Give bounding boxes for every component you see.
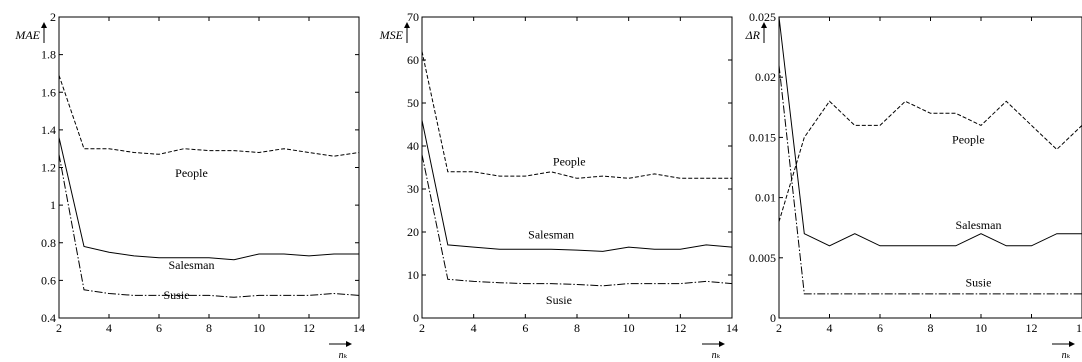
x-tick-label: 10 bbox=[975, 321, 987, 335]
x-tick-label: 10 bbox=[623, 321, 635, 335]
x-tick-label: 2 bbox=[419, 321, 425, 335]
x-tick-label: 4 bbox=[106, 321, 112, 335]
x-tick-label: 14 bbox=[726, 321, 738, 335]
plot-frame bbox=[778, 16, 1082, 319]
y-tick-label: 1.2 bbox=[41, 161, 56, 175]
series-line-salesman bbox=[58, 137, 359, 261]
y-tick-label: 0.025 bbox=[749, 10, 776, 24]
x-axis-label: nₖ bbox=[712, 350, 721, 361]
y-tick-label: 0.01 bbox=[755, 191, 776, 205]
x-tick-label: 2 bbox=[776, 321, 782, 335]
y-tick-label: 2 bbox=[50, 10, 56, 24]
x-tick-label: 6 bbox=[522, 321, 528, 335]
series-label-susie: Susie bbox=[546, 293, 572, 307]
y-axis-arrowhead bbox=[404, 22, 410, 28]
plot-frame bbox=[58, 16, 360, 319]
y-tick-label: 10 bbox=[407, 268, 419, 282]
series-label-salesman: Salesman bbox=[528, 227, 574, 241]
x-axis-label: nₖ bbox=[339, 350, 348, 361]
y-tick-label: 1.4 bbox=[41, 123, 56, 137]
x-tick-label: 8 bbox=[574, 321, 580, 335]
x-axis-arrowhead bbox=[719, 341, 725, 347]
chart-panel-1: 0.4 0.6 0.8 1 1.2 1.4 1.6 1.8 2 2 4 6 8 10 12 14 MAE nₖ Pe… bbox=[14, 10, 365, 361]
series-line-salesman bbox=[778, 16, 1082, 247]
series-label-susie: Susie bbox=[163, 288, 189, 302]
series-label-people: People bbox=[175, 166, 208, 180]
x-tick-label: 12 bbox=[1026, 321, 1038, 335]
x-tick-label: 12 bbox=[303, 321, 315, 335]
x-tick-label: 2 bbox=[56, 321, 62, 335]
x-tick-label: 6 bbox=[877, 321, 883, 335]
y-axis-label: ΔR bbox=[745, 28, 761, 42]
series-line-susie bbox=[778, 65, 1082, 295]
y-tick-label: 1 bbox=[50, 198, 56, 212]
y-tick-label: 0 bbox=[413, 311, 419, 325]
x-axis-arrowhead bbox=[346, 341, 352, 347]
y-tick-label: 1.8 bbox=[41, 48, 56, 62]
y-tick-label: 50 bbox=[407, 96, 419, 110]
series-line-salesman bbox=[421, 120, 733, 252]
series-label-people: People bbox=[952, 132, 985, 146]
x-axis-arrowhead bbox=[1069, 341, 1075, 347]
series-line-people bbox=[58, 75, 360, 157]
series-label-people: People bbox=[553, 154, 586, 168]
y-tick-label: 20 bbox=[407, 225, 419, 239]
y-tick-label: 0.015 bbox=[749, 130, 776, 144]
series-line-susie bbox=[58, 154, 360, 298]
x-tick-label: 8 bbox=[206, 321, 212, 335]
x-tick-label: 1 bbox=[1076, 321, 1082, 335]
y-axis-arrowhead bbox=[41, 22, 47, 28]
y-tick-label: 0.4 bbox=[41, 311, 56, 325]
series-line-susie bbox=[421, 154, 733, 287]
y-tick-label: 0.02 bbox=[755, 70, 776, 84]
y-tick-label: 0 bbox=[770, 311, 776, 325]
y-axis-label: MSE bbox=[379, 28, 404, 42]
series-label-salesman: Salesman bbox=[955, 218, 1001, 232]
x-tick-label: 12 bbox=[674, 321, 686, 335]
x-tick-label: 6 bbox=[156, 321, 162, 335]
x-tick-label: 4 bbox=[827, 321, 833, 335]
x-tick-label: 10 bbox=[253, 321, 265, 335]
chart-panel-3: 0 0.005 0.01 0.015 0.02 0.025 2 4 6 8 10 12 1 ΔR nₖ Peo… bbox=[745, 10, 1082, 361]
x-tick-label: 8 bbox=[928, 321, 934, 335]
y-tick-label: 0.6 bbox=[41, 273, 56, 287]
y-axis-label: MAE bbox=[14, 28, 40, 42]
y-tick-label: 0.005 bbox=[749, 251, 776, 265]
y-tick-label: 1.6 bbox=[41, 85, 56, 99]
y-axis-arrowhead bbox=[761, 22, 767, 28]
y-tick-label: 40 bbox=[407, 139, 419, 153]
y-tick-label: 70 bbox=[407, 10, 419, 24]
x-tick-label: 4 bbox=[471, 321, 477, 335]
x-tick-label: 14 bbox=[353, 321, 365, 335]
x-axis-label: nₖ bbox=[1062, 350, 1071, 361]
series-label-salesman: Salesman bbox=[169, 258, 215, 272]
series-line-people bbox=[421, 51, 732, 179]
chart-panel-2: 0 10 20 30 40 50 60 70 2 4 6 8 10 12 14 MSE nₖ People Sale… bbox=[379, 10, 738, 361]
series-line-people bbox=[778, 100, 1082, 222]
series-label-susie: Susie bbox=[965, 276, 991, 290]
y-tick-label: 30 bbox=[407, 182, 419, 196]
y-tick-label: 60 bbox=[407, 53, 419, 67]
y-tick-label: 0.8 bbox=[41, 236, 56, 250]
